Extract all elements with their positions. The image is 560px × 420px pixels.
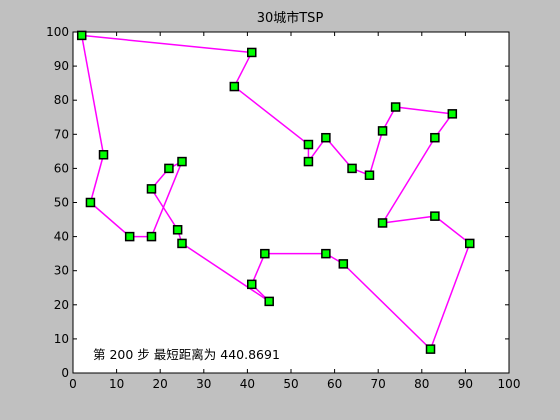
- city-marker: [85, 197, 96, 208]
- y-tick-label: 20: [54, 298, 69, 312]
- city-marker: [264, 296, 274, 307]
- y-tick-label: 70: [54, 127, 69, 141]
- route-segment: [342, 263, 432, 350]
- x-tick-label: 90: [458, 377, 473, 391]
- x-tick-label: 70: [371, 377, 386, 391]
- route-segment: [368, 130, 384, 176]
- chart-annotation: 第 200 步 最短距离为 440.8691: [93, 347, 280, 362]
- city-marker: [321, 248, 331, 259]
- city-marker: [76, 30, 87, 41]
- route-segment: [150, 188, 179, 231]
- route-segment: [80, 35, 105, 155]
- y-axis: 0 10 20 30 40 50 60 70 80 90 100: [46, 25, 509, 380]
- plot-area: [72, 31, 510, 374]
- city-marker: [465, 238, 475, 249]
- x-tick-label: 0: [69, 377, 77, 391]
- city-marker: [247, 47, 257, 58]
- route-segment: [395, 106, 453, 115]
- y-tick-label: 0: [61, 366, 69, 380]
- route-segment: [382, 215, 435, 224]
- y-tick-label: 50: [54, 196, 69, 210]
- route-segment: [181, 242, 270, 303]
- city-marker: [377, 126, 388, 136]
- route-segment: [81, 34, 252, 54]
- city-marker: [177, 238, 187, 249]
- chart-title: 30城市TSP: [257, 10, 324, 26]
- city-marker: [229, 81, 240, 92]
- city-marker: [146, 184, 157, 194]
- x-tick-label: 50: [283, 377, 298, 391]
- city-marker: [338, 259, 349, 269]
- x-tick-label: 20: [153, 377, 168, 391]
- route-segment: [325, 137, 353, 169]
- x-tick-label: 80: [414, 377, 429, 391]
- city-marker: [321, 132, 331, 143]
- x-tick-label: 100: [498, 377, 521, 391]
- x-tick-label: 10: [109, 377, 124, 391]
- x-tick-label: 30: [196, 377, 211, 391]
- city-marker: [124, 231, 135, 242]
- city-marker: [430, 132, 440, 143]
- city-marker: [247, 279, 257, 290]
- y-tick-label: 100: [46, 25, 69, 39]
- city-marker: [303, 156, 314, 167]
- city-marker: [303, 139, 314, 150]
- route-segment: [233, 52, 253, 87]
- route-segment: [251, 253, 266, 285]
- route-segment: [150, 161, 183, 237]
- y-tick-label: 30: [54, 264, 69, 278]
- y-tick-label: 60: [54, 161, 69, 175]
- city-marker: [98, 150, 109, 160]
- city-marker: [177, 156, 187, 167]
- x-tick-label: 40: [240, 377, 255, 391]
- city-marker: [390, 102, 401, 112]
- city-markers: [76, 30, 475, 354]
- y-tick-label: 10: [54, 332, 69, 346]
- city-marker: [164, 163, 174, 174]
- city-marker: [347, 163, 357, 174]
- y-tick-label: 40: [54, 230, 69, 244]
- route-segment: [434, 215, 471, 245]
- route-segment: [381, 137, 436, 224]
- route-segment: [89, 201, 131, 238]
- city-marker: [447, 109, 458, 119]
- x-tick-label: 60: [327, 377, 342, 391]
- city-marker: [425, 344, 436, 354]
- route-segment: [429, 243, 471, 350]
- y-tick-label: 80: [54, 93, 69, 107]
- city-marker: [364, 170, 375, 180]
- y-tick-label: 90: [54, 59, 69, 73]
- city-marker: [146, 231, 157, 242]
- city-marker: [377, 218, 388, 228]
- city-marker: [260, 248, 270, 259]
- route-segment: [233, 85, 309, 146]
- route-segment: [89, 154, 105, 203]
- route-path: [80, 34, 471, 350]
- city-marker: [172, 225, 183, 235]
- city-marker: [430, 211, 440, 221]
- x-axis: 0 10 20 30 40 50 60 70 80 90 100: [69, 32, 520, 391]
